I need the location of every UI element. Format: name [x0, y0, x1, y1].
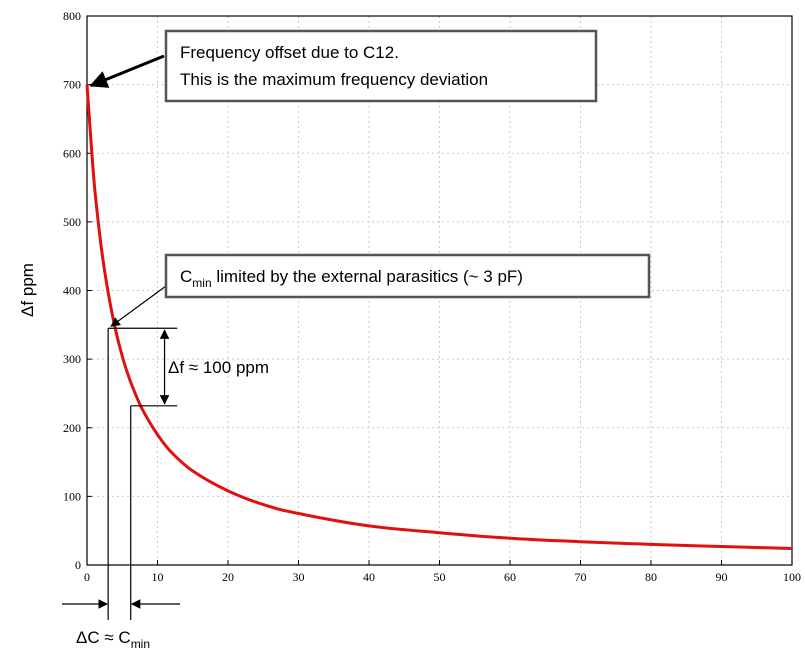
y-tick-label: 600 — [63, 146, 81, 160]
delta-c-label: ΔC ≈ Cmin — [76, 628, 150, 651]
annotation-1-line-1: Frequency offset due to C12. — [180, 43, 399, 62]
frequency-deviation-curve — [85, 84, 793, 550]
delta-c-sub: min — [131, 637, 150, 651]
y-axis-label: Δf ppm — [18, 263, 37, 317]
y-tick-label: 700 — [63, 78, 81, 92]
annotation-2-sub: min — [192, 276, 211, 290]
annotation-2-rest: limited by the external parasitics (~ 3 … — [212, 267, 523, 286]
annotation-box-1 — [164, 29, 598, 103]
x-tick-label: 80 — [645, 570, 657, 584]
x-tick-label: 40 — [363, 570, 375, 584]
tick-labels: 0 10 20 30 40 50 60 70 80 90 100 0 100 200 300 400 500 60… — [63, 9, 801, 584]
max-deviation-pointer — [89, 54, 165, 88]
x-tick-label: 20 — [222, 570, 234, 584]
y-tick-label: 0 — [75, 558, 81, 572]
y-tick-label: 100 — [63, 489, 81, 503]
annotation-1-line-2: This is the maximum frequency deviation — [180, 70, 488, 89]
y-tick-label: 200 — [63, 421, 81, 435]
annotation-max-deviation: Frequency offset due to C12. This is the… — [164, 29, 598, 103]
x-tick-label: 90 — [716, 570, 728, 584]
annotation-cmin: Cmin limited by the external parasitics … — [164, 253, 651, 299]
x-tick-label: 0 — [84, 570, 90, 584]
x-tick-label: 70 — [575, 570, 587, 584]
x-tick-label: 60 — [504, 570, 516, 584]
cmin-pointer — [110, 285, 167, 327]
y-tick-label: 500 — [63, 215, 81, 229]
y-tick-label: 300 — [63, 352, 81, 366]
delta-f-label: Δf ≈ 100 ppm — [168, 358, 269, 377]
grid-lines — [87, 16, 792, 565]
x-tick-label: 100 — [783, 570, 801, 584]
plot-frame — [86, 15, 793, 566]
annotation-2-text: Cmin limited by the external parasitics … — [180, 267, 523, 290]
x-tick-label: 30 — [293, 570, 305, 584]
y-tick-label: 400 — [63, 284, 81, 298]
x-tick-label: 10 — [152, 570, 164, 584]
x-tick-label: 50 — [434, 570, 446, 584]
dimension-lines — [62, 54, 180, 620]
y-tick-label: 800 — [63, 9, 81, 23]
delta-c-prefix: ΔC ≈ C — [76, 628, 131, 647]
annotation-2-c: C — [180, 267, 192, 286]
annotation-box-2 — [164, 253, 651, 299]
